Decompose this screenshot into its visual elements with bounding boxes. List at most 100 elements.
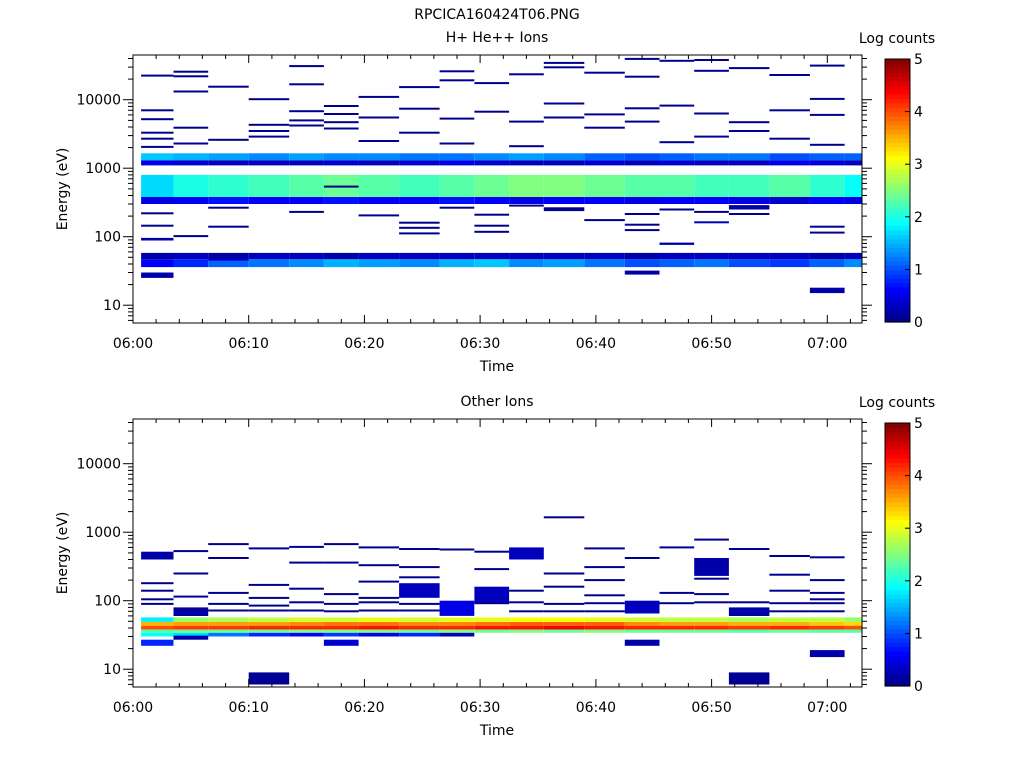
heatmap-cell xyxy=(323,610,359,613)
colorbar-segment xyxy=(885,655,910,661)
heatmap-cell xyxy=(208,602,249,605)
colorbar-tick-label: 3 xyxy=(914,521,923,537)
heatmap-cell xyxy=(141,589,174,592)
heatmap-cell xyxy=(399,232,440,235)
heatmap-cell xyxy=(728,252,770,260)
heatmap-cell xyxy=(584,629,625,633)
heatmap-cell xyxy=(248,252,290,260)
heatmap-cell xyxy=(543,61,585,64)
heatmap-cell xyxy=(358,546,400,549)
colorbar-segment xyxy=(885,484,910,490)
colorbar-segment xyxy=(885,168,910,174)
heatmap-cell xyxy=(584,602,625,605)
colorbar-segment xyxy=(885,133,910,139)
heatmap-cell xyxy=(844,252,862,260)
colorbar-segment xyxy=(885,72,910,78)
colorbar-segment xyxy=(885,317,910,323)
heatmap-cell xyxy=(289,65,324,68)
colorbar-segment xyxy=(885,672,910,678)
heatmap-cell xyxy=(543,102,585,105)
heatmap-cell xyxy=(694,69,729,72)
heatmap-cell xyxy=(141,625,174,630)
colorbar-segment xyxy=(885,225,910,231)
colorbar-tick-label: 2 xyxy=(914,574,923,590)
heatmap-cell xyxy=(728,607,770,616)
heatmap-cell xyxy=(474,621,510,626)
heatmap-cell xyxy=(509,120,544,123)
heatmap-cell xyxy=(809,231,845,234)
colorbar: 0 1 2 3 4 5 xyxy=(884,416,923,695)
heatmap-cell xyxy=(141,174,174,197)
heatmap-cell xyxy=(289,545,324,548)
heatmap-area xyxy=(141,516,862,685)
colorbar-segment xyxy=(885,256,910,262)
heatmap-cell xyxy=(769,625,810,630)
colorbar-segment xyxy=(885,300,910,306)
heatmap-cell xyxy=(809,591,845,594)
heatmap-cell xyxy=(173,609,209,612)
colorbar-frame xyxy=(884,422,911,687)
heatmap-cell xyxy=(694,112,729,115)
colorbar-segment xyxy=(885,532,910,538)
heatmap-cell xyxy=(358,564,400,567)
heatmap-cell xyxy=(289,110,324,113)
heatmap-cell xyxy=(208,206,249,209)
heatmap-cell xyxy=(659,625,695,630)
heatmap-cell xyxy=(208,258,249,261)
colorbar-segment xyxy=(885,238,910,244)
heatmap-cell xyxy=(624,252,660,260)
heatmap-cell xyxy=(509,601,544,604)
heatmap-cell xyxy=(289,625,324,630)
heatmap-cell xyxy=(543,516,585,519)
heatmap-cell xyxy=(358,580,400,583)
heatmap-cell xyxy=(694,617,729,622)
heatmap-cell xyxy=(248,632,290,637)
heatmap-cell xyxy=(584,610,625,613)
heatmap-cell xyxy=(358,632,400,637)
colorbar-segment xyxy=(885,190,910,196)
heatmap-cell xyxy=(509,621,544,626)
heatmap-cell xyxy=(323,185,359,188)
colorbar-segment xyxy=(885,668,910,674)
heatmap-cell xyxy=(323,629,359,633)
heatmap-cell xyxy=(624,639,660,646)
y-axis-label: Energy (eV) xyxy=(55,148,71,231)
heatmap-cell xyxy=(208,252,249,260)
heatmap-cell xyxy=(728,601,770,604)
heatmap-cell xyxy=(141,617,174,622)
colorbar-tick-label: 0 xyxy=(914,679,923,695)
heatmap-cell xyxy=(543,252,585,260)
heatmap-cell xyxy=(509,259,544,268)
heatmap-cell xyxy=(141,632,174,637)
heatmap-cell xyxy=(769,602,810,605)
heatmap-cell xyxy=(809,556,845,559)
colorbar-segment xyxy=(885,203,910,209)
heatmap-cell xyxy=(173,617,209,622)
colorbar-segment xyxy=(885,243,910,249)
heatmap-cell xyxy=(809,629,845,633)
heatmap-cell xyxy=(173,632,209,637)
heatmap-cell xyxy=(439,600,475,616)
heatmap-cell xyxy=(173,160,209,166)
heatmap-cell xyxy=(769,621,810,626)
heatmap-cell xyxy=(208,621,249,626)
heatmap-cell xyxy=(439,174,475,197)
heatmap-cell xyxy=(728,629,770,633)
heatmap-cell xyxy=(208,543,249,546)
heatmap-cell xyxy=(248,123,290,126)
heatmap-cell xyxy=(141,259,174,268)
heatmap-cell xyxy=(769,617,810,622)
heatmap-cell xyxy=(694,197,729,204)
heatmap-cell xyxy=(543,197,585,204)
heatmap-cell xyxy=(289,629,324,633)
heatmap-cell xyxy=(439,617,475,622)
heatmap-cell xyxy=(844,153,862,161)
colorbar-segment xyxy=(885,229,910,235)
heatmap-cell xyxy=(624,107,660,110)
colorbar-segment xyxy=(885,550,910,556)
colorbar-tick-label: 0 xyxy=(914,315,923,331)
heatmap-cell xyxy=(694,221,729,224)
colorbar-segment xyxy=(885,199,910,205)
heatmap-cell xyxy=(474,174,510,197)
heatmap-cell xyxy=(323,127,359,130)
